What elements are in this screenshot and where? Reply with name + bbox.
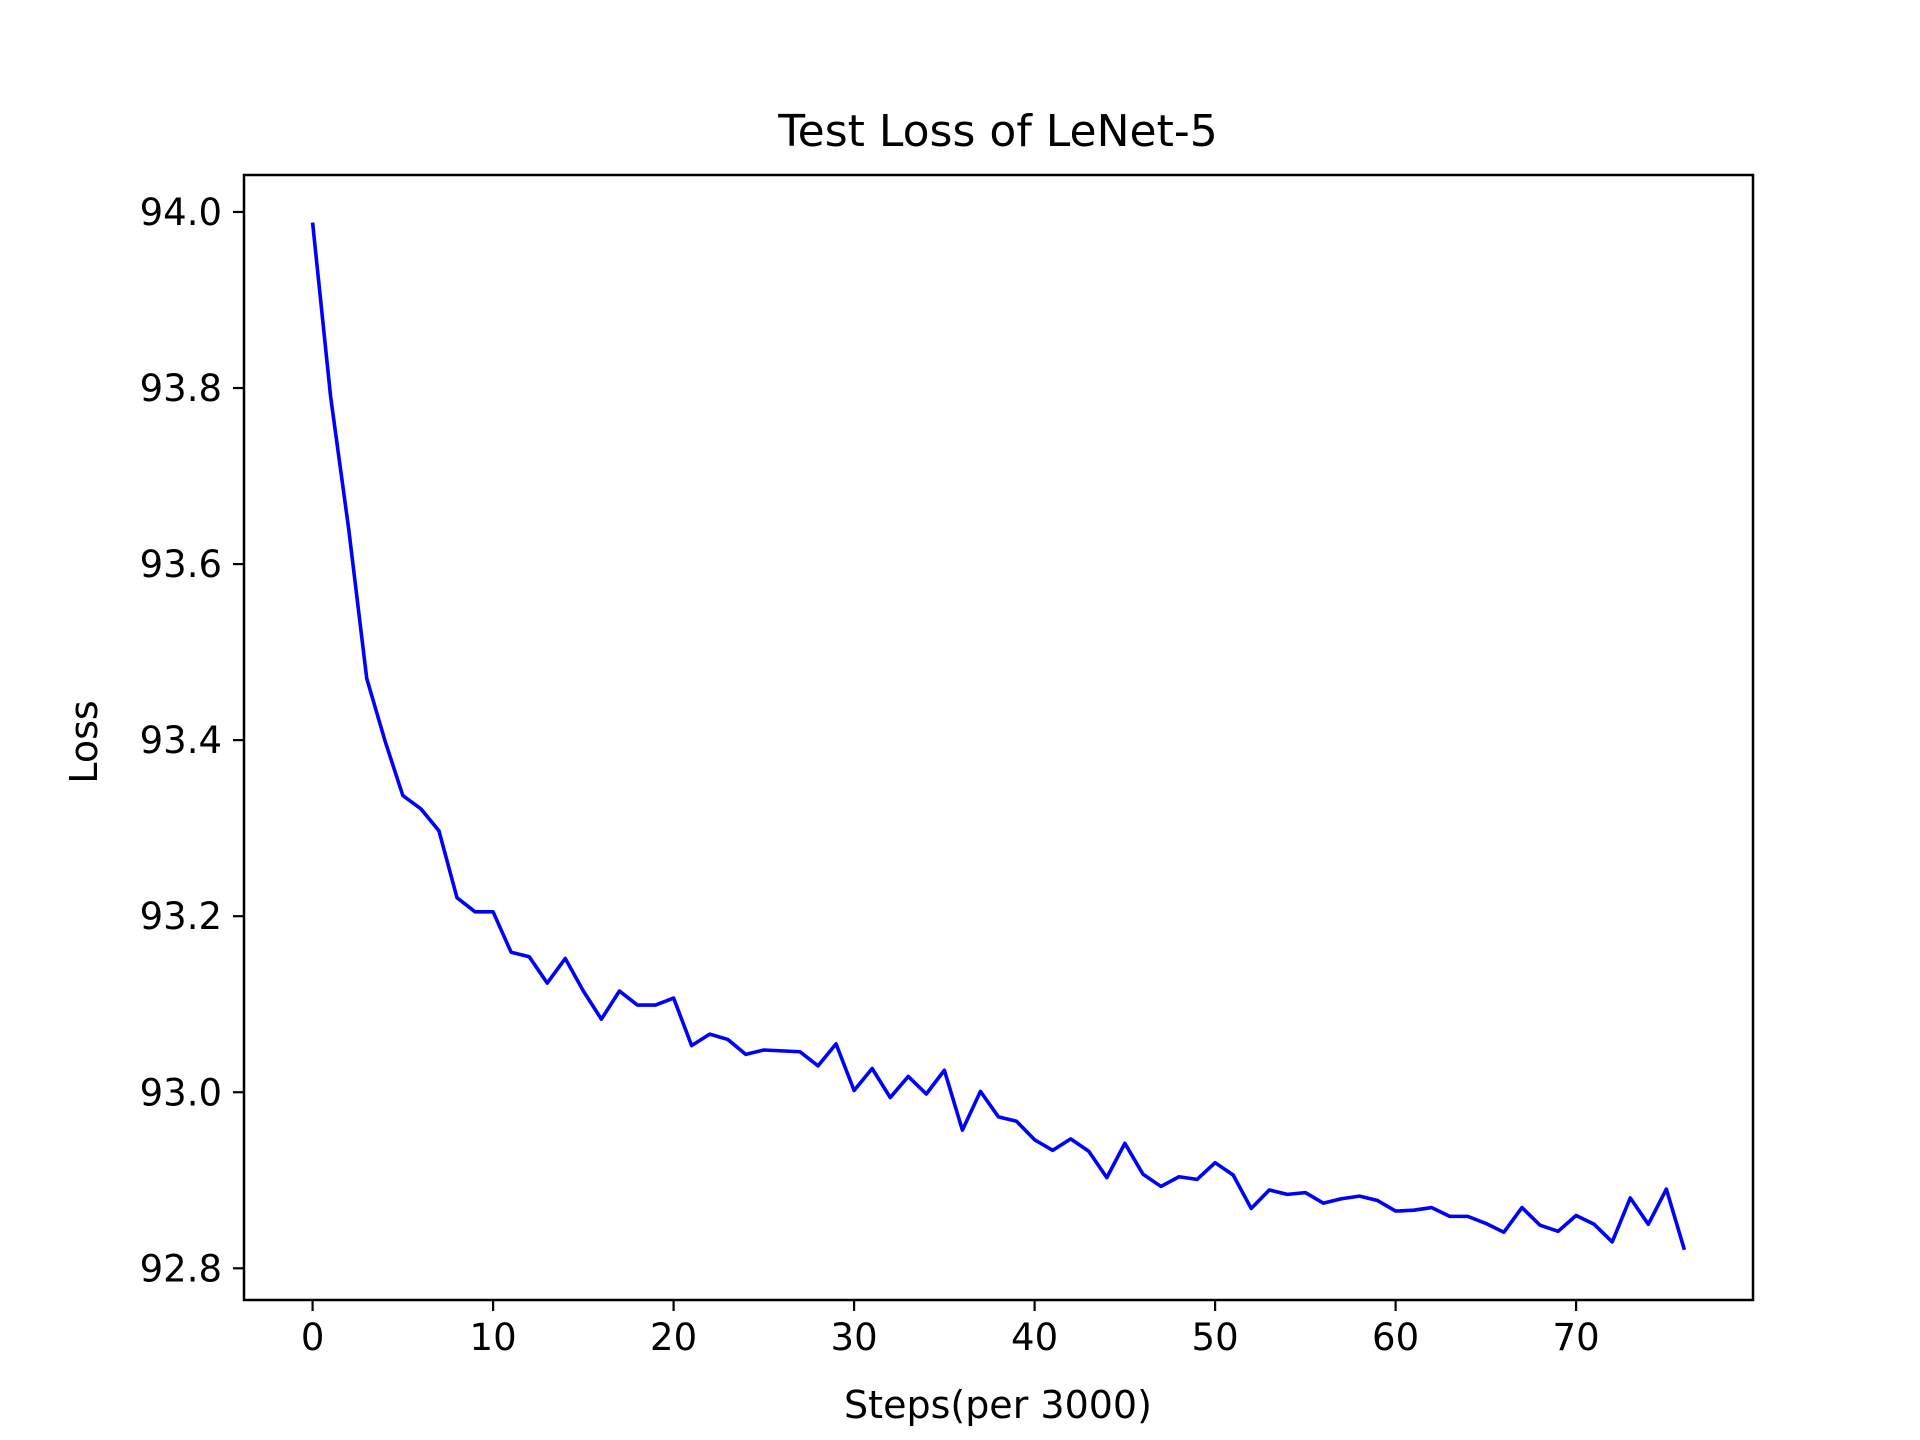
y-axis-label: Loss bbox=[62, 700, 106, 783]
x-tick-label: 20 bbox=[650, 1316, 697, 1359]
y-tick-label: 92.8 bbox=[140, 1247, 222, 1290]
y-tick-label: 93.4 bbox=[140, 719, 222, 762]
y-tick-label: 93.6 bbox=[140, 543, 222, 586]
x-tick-label: 30 bbox=[831, 1316, 878, 1359]
chart-title: Test Loss of LeNet-5 bbox=[777, 106, 1217, 157]
x-tick-label: 50 bbox=[1192, 1316, 1239, 1359]
x-tick-label: 60 bbox=[1372, 1316, 1419, 1359]
y-tick-label: 94.0 bbox=[140, 191, 222, 234]
x-tick-label: 40 bbox=[1011, 1316, 1058, 1359]
y-tick-label: 93.2 bbox=[140, 895, 222, 938]
plot-area-frame bbox=[242, 173, 1755, 1302]
y-tick-label: 93.8 bbox=[140, 367, 222, 410]
x-axis-label: Steps(per 3000) bbox=[844, 1383, 1152, 1427]
x-tick-label: 70 bbox=[1553, 1316, 1600, 1359]
x-tick-label: 0 bbox=[301, 1316, 325, 1359]
loss-series-line bbox=[310, 222, 1687, 1251]
y-tick-label: 93.0 bbox=[140, 1071, 222, 1114]
x-tick-label: 10 bbox=[470, 1316, 517, 1359]
